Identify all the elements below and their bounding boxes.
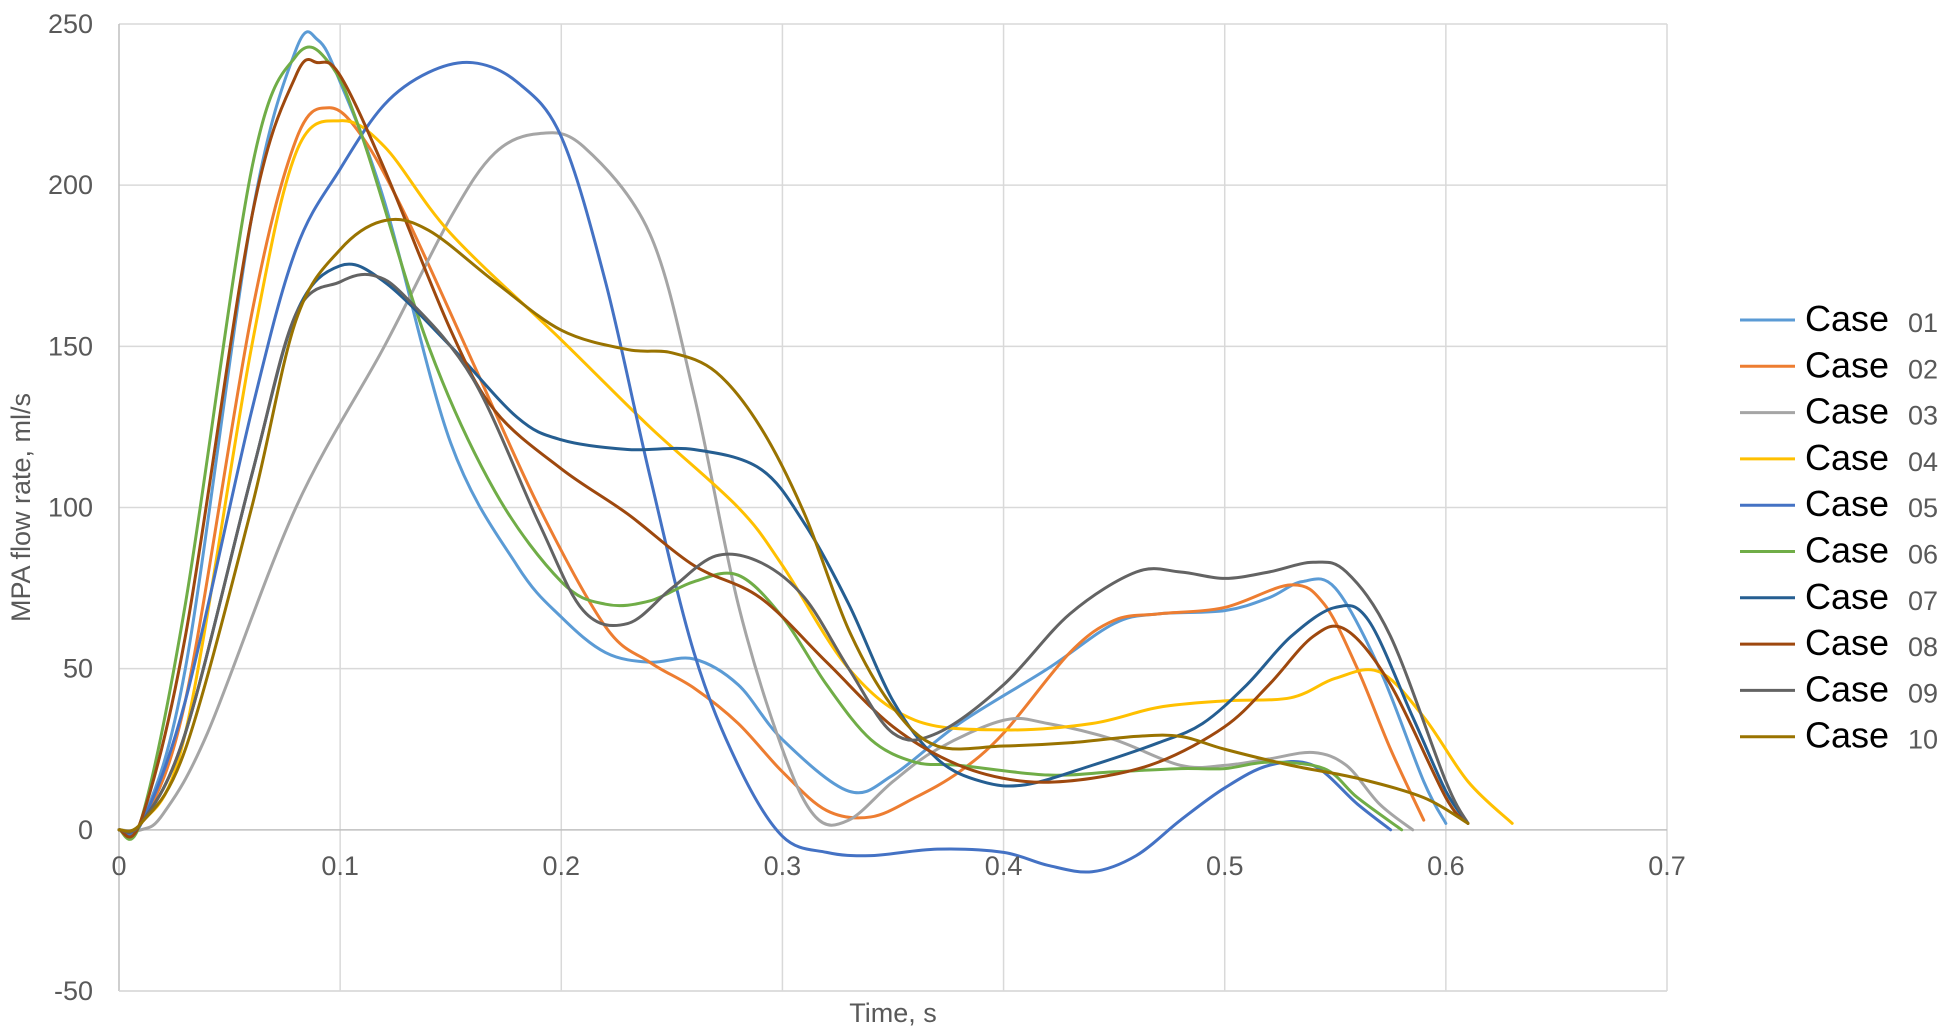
y-tick-label: 100 xyxy=(48,493,93,523)
legend-label-word: Case xyxy=(1805,437,1889,478)
y-tick-label: 150 xyxy=(48,331,93,361)
legend-label-number: 07 xyxy=(1908,586,1938,616)
legend-label-number: 10 xyxy=(1908,725,1938,755)
legend-label-word: Case xyxy=(1805,483,1889,524)
x-tick-label: 0.5 xyxy=(1206,851,1244,881)
tick-labels: -50 0 50 100 150 200 250 0 0.1 0.2 0.3 0.4 0.5 0.6 0.7 xyxy=(48,9,1686,1006)
y-tick-label: 50 xyxy=(63,654,93,684)
y-tick-label: 200 xyxy=(48,170,93,200)
x-tick-label: 0.1 xyxy=(321,851,359,881)
x-axis-title: Time, s xyxy=(849,998,937,1028)
legend-item: Case 05 xyxy=(1740,483,1938,524)
legend-label-word: Case xyxy=(1805,344,1889,385)
series-line-case-08 xyxy=(117,57,1470,839)
legend-label-number: 01 xyxy=(1908,308,1938,338)
series-lines xyxy=(117,30,1514,874)
y-tick-label: -50 xyxy=(54,976,93,1006)
legend-label-number: 05 xyxy=(1908,493,1938,523)
legend-item: Case 09 xyxy=(1740,668,1938,709)
legend-label-number: 04 xyxy=(1908,447,1938,477)
legend-item: Case 10 xyxy=(1740,715,1938,756)
y-tick-label: 250 xyxy=(48,9,93,39)
legend-item: Case 03 xyxy=(1740,391,1938,432)
x-tick-label: 0.7 xyxy=(1648,851,1686,881)
series-line-case-01 xyxy=(117,30,1448,839)
series-line-case-10 xyxy=(117,217,1470,833)
x-tick-label: 0.6 xyxy=(1427,851,1465,881)
legend-label-number: 06 xyxy=(1908,540,1938,570)
series-line-case-03 xyxy=(117,131,1415,833)
legend-label-number: 03 xyxy=(1908,401,1938,431)
x-tick-label: 0 xyxy=(111,851,126,881)
legend-item: Case 02 xyxy=(1740,344,1938,385)
legend-label-word: Case xyxy=(1805,668,1889,709)
legend-label-word: Case xyxy=(1805,715,1889,756)
legend-label-number: 09 xyxy=(1908,678,1938,708)
legend-item: Case 04 xyxy=(1740,437,1938,478)
series-line-case-06 xyxy=(117,45,1404,841)
legend-item: Case 06 xyxy=(1740,530,1938,571)
series-line-case-09 xyxy=(117,272,1470,834)
legend-label-word: Case xyxy=(1805,576,1889,617)
y-tick-label: 0 xyxy=(78,815,93,845)
x-tick-label: 0.2 xyxy=(543,851,581,881)
series-line-case-04 xyxy=(117,119,1514,834)
legend-label-word: Case xyxy=(1805,622,1889,663)
legend-item: Case 07 xyxy=(1740,576,1938,617)
legend-label-word: Case xyxy=(1805,391,1889,432)
legend-label-word: Case xyxy=(1805,530,1889,571)
legend-item: Case 08 xyxy=(1740,622,1938,663)
legend-label-word: Case xyxy=(1805,298,1889,339)
legend-label-number: 02 xyxy=(1908,354,1938,384)
series-line-case-02 xyxy=(117,106,1426,837)
x-tick-label: 0.4 xyxy=(985,851,1023,881)
x-tick-label: 0.3 xyxy=(764,851,802,881)
y-axis-title: MPA flow rate, ml/s xyxy=(6,393,36,622)
legend-item: Case 01 xyxy=(1740,298,1938,339)
legend-label-number: 08 xyxy=(1908,632,1938,662)
